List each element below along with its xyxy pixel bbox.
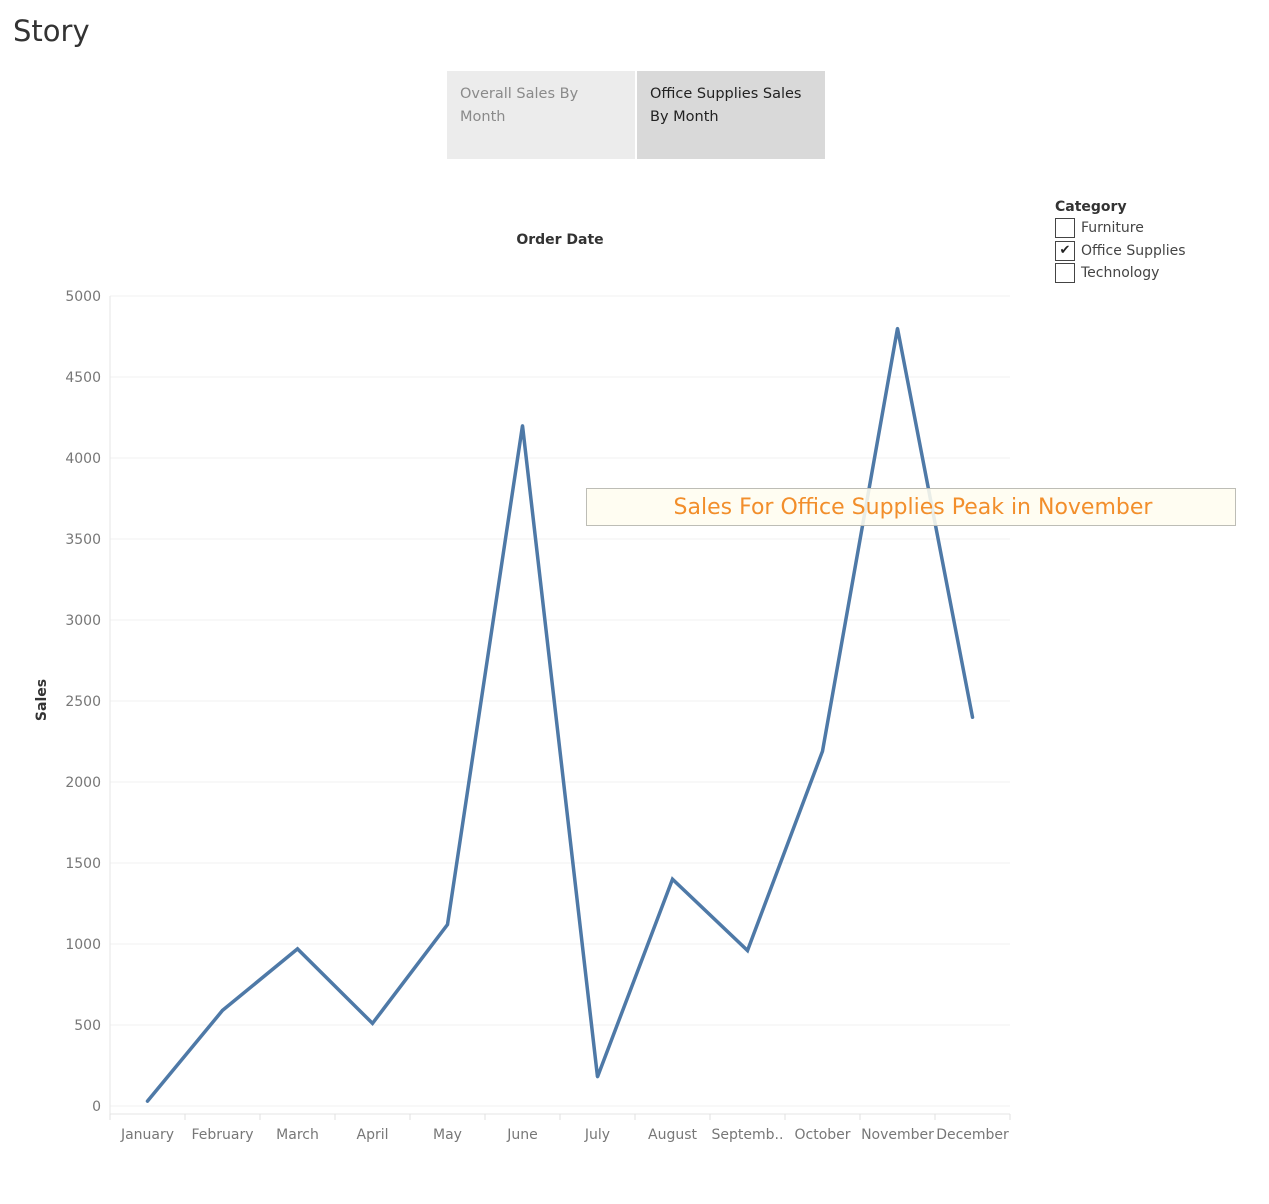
y-tick-label: 4500	[65, 370, 101, 386]
checkbox-office-supplies[interactable]: ✔	[1055, 240, 1075, 261]
y-tick-label: 5000	[65, 289, 101, 305]
y-tick-label: 3000	[65, 613, 101, 629]
data-point[interactable]	[671, 877, 674, 881]
x-tick-label: October	[794, 1127, 850, 1143]
checkbox-technology[interactable]	[1055, 263, 1075, 284]
x-tick-label: Septemb..	[712, 1127, 784, 1143]
data-point[interactable]	[821, 749, 824, 753]
x-tick-label: July	[584, 1127, 610, 1143]
data-point[interactable]	[446, 923, 449, 927]
chart-top-axis-title: Order Date	[516, 232, 603, 248]
x-tick-label: March	[276, 1127, 319, 1143]
y-axis-title: Sales	[34, 679, 50, 721]
axes: 0 500 1000 1500 2000 2500 3000 3500 4000 4500 5000…	[65, 289, 1011, 1143]
legend-item-label: Office Supplies	[1081, 242, 1186, 259]
data-point[interactable]	[521, 424, 524, 428]
x-tick-label: April	[357, 1127, 389, 1143]
data-point[interactable]	[371, 1021, 374, 1025]
data-point[interactable]	[971, 715, 974, 719]
series-layer	[145, 326, 975, 1103]
y-tick-label: 1500	[65, 856, 101, 872]
y-tick-label: 4000	[65, 451, 101, 467]
x-tick-label: January	[120, 1127, 174, 1143]
legend-item-label: Technology	[1081, 265, 1160, 282]
data-point[interactable]	[896, 326, 899, 330]
category-filter-legend: Category Furniture ✔ Office Supplies Tec…	[1055, 199, 1186, 285]
y-tick-label: 500	[74, 1018, 101, 1034]
y-tick-label: 3500	[65, 532, 101, 548]
chart-annotation: Sales For Office Supplies Peak in Novemb…	[586, 488, 1236, 526]
story-point-office-supplies-sales[interactable]: Office Supplies Sales By Month	[637, 71, 825, 159]
legend-title: Category	[1055, 199, 1127, 215]
legend-item-furniture[interactable]: Furniture	[1055, 217, 1186, 240]
data-point[interactable]	[596, 1075, 599, 1079]
y-tick-label: 2500	[65, 694, 101, 710]
data-point[interactable]	[746, 948, 749, 952]
x-tick-label: December	[936, 1127, 1009, 1143]
x-tick-label: February	[191, 1127, 253, 1143]
story-point-overall-sales[interactable]: Overall Sales By Month	[447, 71, 635, 159]
data-point[interactable]	[221, 1008, 224, 1012]
y-tick-label: 2000	[65, 775, 101, 791]
x-tick-label: June	[506, 1127, 538, 1143]
y-tick-label: 1000	[65, 937, 101, 953]
story-title: Story	[13, 14, 90, 48]
legend-item-label: Furniture	[1081, 220, 1144, 237]
story-navigator: Overall Sales By Month Office Supplies S…	[447, 71, 825, 159]
gridlines	[110, 295, 1010, 1107]
series-line[interactable]	[145, 328, 975, 1103]
y-tick-label: 0	[92, 1099, 101, 1115]
x-tick-label: May	[433, 1127, 462, 1143]
data-point[interactable]	[146, 1099, 149, 1103]
checkmark-icon: ✔	[1059, 243, 1071, 259]
x-tick-label: August	[648, 1127, 698, 1143]
legend-item-technology[interactable]: Technology	[1055, 262, 1186, 285]
checkbox-furniture[interactable]	[1055, 218, 1075, 239]
data-point[interactable]	[296, 947, 299, 951]
x-tick-label: November	[861, 1127, 934, 1143]
legend-item-office-supplies[interactable]: ✔ Office Supplies	[1055, 240, 1186, 263]
